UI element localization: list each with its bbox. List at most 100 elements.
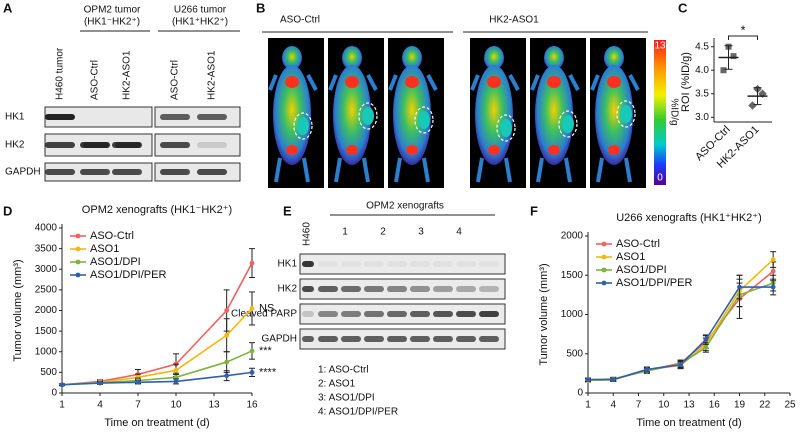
band: [410, 286, 430, 292]
band: [302, 286, 314, 292]
mouse-body: [535, 65, 573, 165]
mouse-body: [333, 65, 371, 165]
legend-marker: [75, 259, 81, 265]
band: [433, 261, 453, 267]
band: [45, 114, 75, 120]
mouse-arm: [306, 74, 318, 91]
band: [197, 114, 227, 120]
hot-spot: [286, 145, 298, 155]
x-axis-label: Time on treatment (d): [104, 417, 209, 429]
mouse-body: [393, 65, 431, 165]
group-label: U266 tumor: [174, 5, 227, 16]
x-tick-label: 1: [585, 400, 591, 411]
pet-image: [470, 38, 526, 188]
series-line: [61, 262, 253, 386]
group-label: (HK1⁺HK2⁺): [172, 17, 228, 28]
lane-label: H460 tumor: [55, 47, 66, 100]
mouse-arm: [426, 74, 438, 91]
panel-letter: E: [283, 203, 292, 218]
band: [387, 286, 407, 292]
tumor-outline: [558, 110, 578, 138]
pet-image: [328, 38, 384, 188]
band: [318, 286, 338, 292]
legend-text: ASO1/DPI: [90, 256, 141, 268]
legend-text: ASO-Ctrl: [616, 238, 660, 250]
data-point: [703, 337, 709, 343]
band: [387, 261, 407, 267]
band: [410, 336, 430, 342]
hot-spot: [406, 145, 418, 155]
y-tick-label: 500: [566, 348, 583, 359]
hot-spot: [285, 76, 299, 88]
mouse-head: [484, 46, 504, 70]
data-point: [249, 260, 255, 266]
hot-spot: [488, 145, 500, 155]
mouse-leg: [564, 157, 572, 183]
x-tick-label: 13: [208, 400, 220, 411]
band: [45, 142, 75, 148]
legend-text: ASO1/DPI: [616, 264, 667, 276]
legend-marker: [75, 272, 81, 278]
legend-text: 3: ASO1/DPI: [318, 393, 375, 404]
y-tick-label: 3500: [35, 243, 58, 254]
data-point: [737, 284, 742, 290]
annotation: ***: [259, 345, 273, 357]
data-point: [249, 369, 255, 375]
band: [302, 311, 314, 317]
pet-image: [388, 38, 444, 188]
x-tick-label: 10: [658, 400, 670, 411]
hot-spot: [345, 76, 359, 88]
data-point: [249, 306, 255, 311]
y-tick-label: 4000: [35, 223, 58, 234]
band: [160, 142, 190, 148]
tumor: [500, 119, 512, 137]
mouse-leg: [422, 157, 430, 183]
legend-marker: [75, 233, 81, 239]
row-label: Cleaved PARP: [231, 309, 297, 320]
hot-spot: [405, 76, 419, 88]
x-tick-label: 4: [97, 400, 103, 411]
tumor-outline: [414, 106, 434, 134]
band: [160, 114, 190, 120]
tumor: [297, 117, 309, 135]
x-tick-label: 22: [759, 400, 771, 411]
band: [302, 261, 314, 267]
mouse-leg: [536, 157, 544, 183]
tumor-outline: [496, 114, 516, 142]
band: [433, 336, 453, 342]
data-point: [610, 377, 616, 383]
x-tick-label: 19: [734, 400, 746, 411]
annotation: ****: [259, 366, 277, 378]
mouse-arm: [328, 74, 338, 91]
hot-spot: [608, 145, 620, 155]
panel-letter: D: [3, 203, 12, 218]
band: [479, 286, 499, 292]
band: [318, 336, 338, 342]
y-tick-label: 2000: [561, 231, 584, 242]
y-tick-label: 3000: [35, 264, 58, 275]
y-tick-label: 500: [40, 367, 57, 378]
group-label: HK2-ASO1: [489, 15, 539, 26]
colorbar-label: %ID/g: [668, 98, 679, 125]
legend-text: 1: ASO-Ctrl: [318, 365, 369, 376]
tumor-outline: [293, 112, 313, 140]
y-axis-label: Tumor volume (mm³): [12, 259, 24, 361]
hot-spot: [607, 76, 621, 88]
mouse-head: [604, 46, 624, 70]
band: [80, 142, 110, 148]
band: [197, 142, 227, 148]
row-label: HK2: [5, 140, 25, 151]
y-tick-label: 2500: [35, 285, 58, 296]
colorbar-min: 0: [657, 173, 663, 184]
panel-letter: B: [256, 0, 265, 15]
band: [302, 336, 314, 342]
annotation: NS: [259, 302, 274, 314]
mouse-leg: [302, 157, 310, 183]
mouse-arm: [530, 74, 540, 91]
data-point: [224, 373, 230, 379]
data-point: [770, 284, 776, 290]
legend-text: 4: ASO1/DPI/PER: [318, 407, 398, 418]
mouse-leg: [504, 157, 512, 183]
group-label: OPM2 tumor: [84, 5, 141, 16]
